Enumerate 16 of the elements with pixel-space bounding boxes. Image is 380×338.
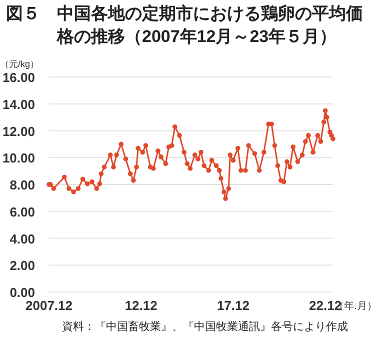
- title: 図５ 中国各地の定期市における鶏卵の平均価格の推移（2007年12月～23年５月）: [6, 3, 364, 48]
- ytick: 12.00: [2, 124, 35, 139]
- ytick: 6.00: [10, 204, 35, 220]
- ytick: 10.00: [2, 150, 35, 166]
- ytick: 16.00: [2, 70, 35, 85]
- annotation: 資料：『中国畜牧業』、『中国牧業通訊』各号により作成: [62, 321, 348, 333]
- xtick: 2007.12: [26, 298, 72, 313]
- ytick: 2.00: [10, 258, 35, 274]
- ytick: 8.00: [10, 178, 35, 192]
- xtick: 12.12: [124, 298, 158, 313]
- ytick: 14.00: [2, 96, 35, 112]
- ytick: 4.00: [10, 231, 35, 246]
- xtick: 22.12: [309, 298, 342, 313]
- xtick: 17.12: [216, 298, 250, 313]
- ylabel: （元/kg）: [0, 59, 40, 69]
- ytick: 0.00: [10, 285, 35, 300]
